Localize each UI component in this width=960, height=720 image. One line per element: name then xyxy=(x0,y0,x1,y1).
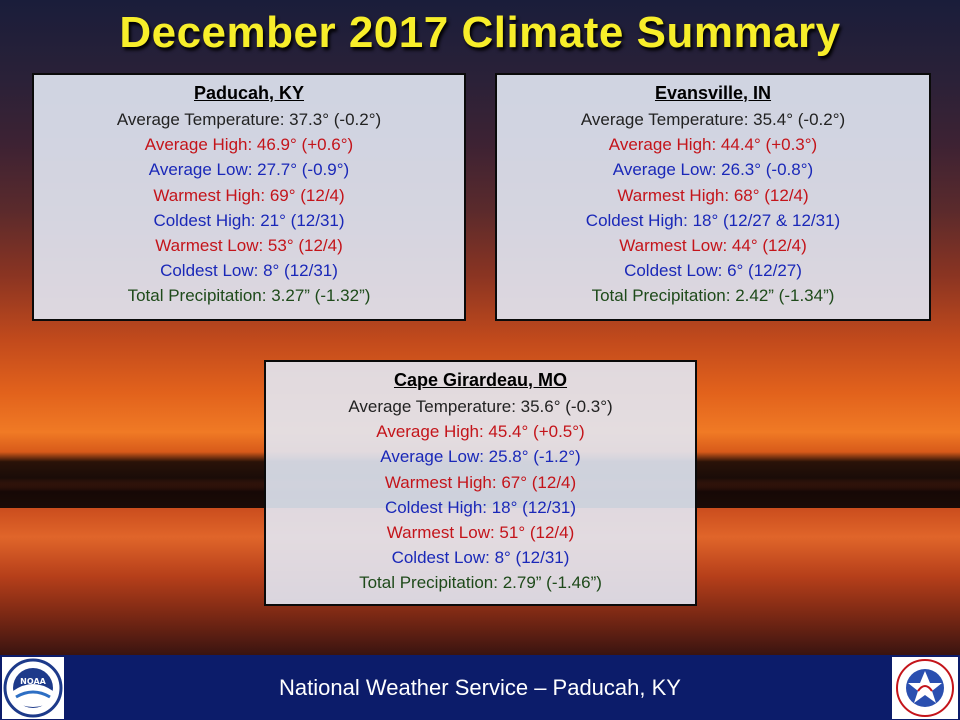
footer-bar: National Weather Service – Paducah, KY xyxy=(0,655,960,720)
noaa-logo: NOAA xyxy=(2,657,64,719)
station-panel-cape-girardeau: Cape Girardeau, MO Average Temperature: … xyxy=(264,360,697,606)
warmest-low: Warmest Low: 53° (12/4) xyxy=(155,236,343,256)
average-low: Average Low: 25.8° (-1.2°) xyxy=(380,447,581,467)
average-temperature: Average Temperature: 35.4° (-0.2°) xyxy=(580,110,846,129)
average-low: Average Low: 27.7° (-0.9°) xyxy=(148,160,350,180)
warmest-high: Warmest High: 69° (12/4) xyxy=(153,185,345,205)
warmest-low: Warmest Low: 51° (12/4) xyxy=(386,523,575,543)
page-title: December 2017 Climate Summary xyxy=(119,8,841,57)
total-precipitation: Total Precipitation: 3.27” (-1.32”) xyxy=(127,286,371,306)
total-precipitation: Total Precipitation: 2.79” (-1.46”) xyxy=(359,573,602,593)
warmest-low: Warmest Low: 44° (12/4) xyxy=(619,236,807,256)
station-name: Evansville, IN xyxy=(654,83,772,103)
total-precipitation: Total Precipitation: 2.42” (-1.34”) xyxy=(591,286,835,306)
average-temperature: Average Temperature: 37.3° (-0.2°) xyxy=(116,110,382,129)
average-high: Average High: 44.4° (+0.3°) xyxy=(608,135,818,155)
footer-text: National Weather Service – Paducah, KY xyxy=(279,675,681,700)
average-high: Average High: 46.9° (+0.6°) xyxy=(144,135,354,155)
coldest-low: Coldest Low: 8° (12/31) xyxy=(160,261,338,281)
coldest-low: Coldest Low: 6° (12/27) xyxy=(624,261,802,281)
coldest-high: Coldest High: 18° (12/27 & 12/31) xyxy=(585,210,841,230)
nws-logo xyxy=(892,657,958,719)
warmest-high: Warmest High: 68° (12/4) xyxy=(617,185,809,205)
average-high: Average High: 45.4° (+0.5°) xyxy=(376,422,585,442)
station-panel-paducah: Paducah, KY Average Temperature: 37.3° (… xyxy=(32,73,466,321)
station-panel-evansville: Evansville, IN Average Temperature: 35.4… xyxy=(495,73,931,321)
station-name: Cape Girardeau, MO xyxy=(393,370,568,390)
station-name: Paducah, KY xyxy=(193,83,305,103)
average-low: Average Low: 26.3° (-0.8°) xyxy=(612,160,814,180)
coldest-high: Coldest High: 21° (12/31) xyxy=(153,210,345,230)
warmest-high: Warmest High: 67° (12/4) xyxy=(384,472,577,492)
average-temperature: Average Temperature: 35.6° (-0.3°) xyxy=(348,397,613,416)
svg-text:NOAA: NOAA xyxy=(20,677,46,686)
coldest-high: Coldest High: 18° (12/31) xyxy=(384,497,577,517)
coldest-low: Coldest Low: 8° (12/31) xyxy=(391,548,570,568)
